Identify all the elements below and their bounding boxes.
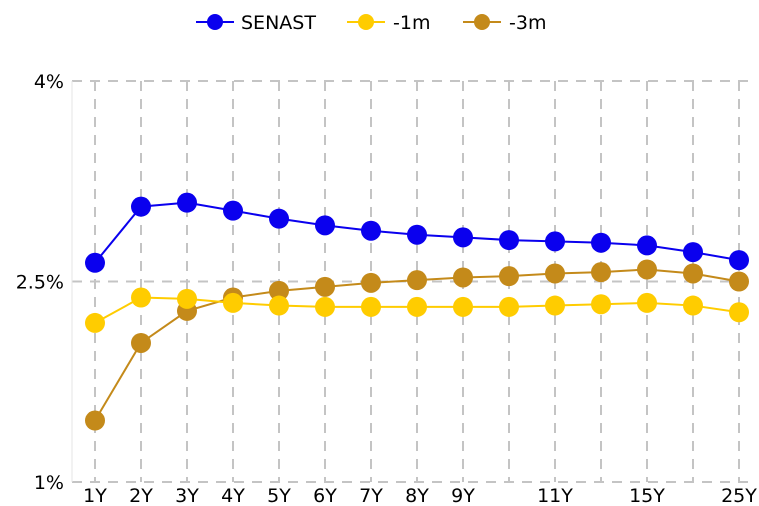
x-tick-label: 6Y [313, 485, 337, 506]
data-point[interactable] [637, 235, 657, 256]
data-point[interactable] [545, 231, 565, 252]
y-tick-label: 4% [34, 71, 64, 93]
x-tick-label: 11Y [537, 485, 573, 506]
x-tick-label: 7Y [359, 485, 383, 506]
x-tick-label: 9Y [451, 485, 475, 506]
legend-marker [474, 14, 490, 30]
data-point[interactable] [177, 192, 197, 213]
data-point[interactable] [407, 224, 427, 245]
series-1 [85, 287, 749, 333]
data-point[interactable] [591, 262, 611, 283]
legend-marker [207, 14, 223, 30]
x-tick-label: 3Y [175, 485, 199, 506]
data-point[interactable] [407, 270, 427, 291]
data-point[interactable] [85, 252, 105, 273]
x-tick-label: 5Y [267, 485, 291, 506]
legend-item[interactable]: SENAST [196, 12, 316, 34]
data-point[interactable] [453, 227, 473, 248]
data-point[interactable] [545, 295, 565, 316]
data-point[interactable] [729, 271, 749, 292]
data-point[interactable] [499, 296, 519, 317]
x-tick-label: 8Y [405, 485, 429, 506]
data-point[interactable] [453, 267, 473, 288]
data-point[interactable] [85, 410, 105, 431]
series-2 [85, 259, 749, 431]
axes: 1% 2.5% 4% 1Y 2Y 3Y 4Y 5Y 6Y 7Y 8Y 9Y 11Y 15Y 25Y [16, 71, 758, 506]
data-point[interactable] [499, 230, 519, 251]
x-tick-label: 25Y [721, 485, 757, 506]
data-point[interactable] [453, 296, 473, 317]
data-point[interactable] [315, 296, 335, 317]
data-point[interactable] [545, 263, 565, 284]
data-point[interactable] [361, 272, 381, 293]
x-tick-label: 2Y [129, 485, 153, 506]
legend-item[interactable]: -3m [463, 12, 546, 34]
legend-marker [358, 14, 374, 30]
data-point[interactable] [177, 288, 197, 309]
data-point[interactable] [683, 242, 703, 263]
data-point[interactable] [269, 280, 289, 301]
data-point[interactable] [361, 296, 381, 317]
data-point[interactable] [729, 302, 749, 323]
data-point[interactable] [223, 292, 243, 313]
y-tick-label: 1% [34, 472, 64, 494]
data-point[interactable] [131, 287, 151, 308]
data-point[interactable] [683, 295, 703, 316]
data-point[interactable] [499, 266, 519, 287]
data-point[interactable] [407, 296, 427, 317]
data-point[interactable] [591, 294, 611, 315]
x-tick-label: 1Y [83, 485, 107, 506]
data-point[interactable] [315, 215, 335, 236]
x-tick-label: 4Y [221, 485, 245, 506]
series-layer [85, 192, 749, 431]
data-point[interactable] [223, 200, 243, 221]
legend-label: -3m [509, 12, 546, 34]
legend-label: SENAST [241, 12, 316, 34]
data-point[interactable] [269, 295, 289, 316]
legend-item[interactable]: -1m [347, 12, 430, 34]
data-point[interactable] [269, 208, 289, 229]
data-point[interactable] [683, 263, 703, 284]
data-point[interactable] [729, 250, 749, 271]
legend: SENAST -1m -3m [196, 12, 546, 34]
data-point[interactable] [361, 220, 381, 241]
data-point[interactable] [85, 312, 105, 333]
data-point[interactable] [131, 196, 151, 217]
data-point[interactable] [637, 292, 657, 313]
legend-label: -1m [393, 12, 430, 34]
series-0 [85, 192, 749, 273]
y-tick-label: 2.5% [16, 272, 64, 294]
data-point[interactable] [315, 276, 335, 297]
data-point[interactable] [637, 259, 657, 280]
x-tick-label: 15Y [629, 485, 665, 506]
data-point[interactable] [591, 232, 611, 253]
data-point[interactable] [131, 332, 151, 353]
